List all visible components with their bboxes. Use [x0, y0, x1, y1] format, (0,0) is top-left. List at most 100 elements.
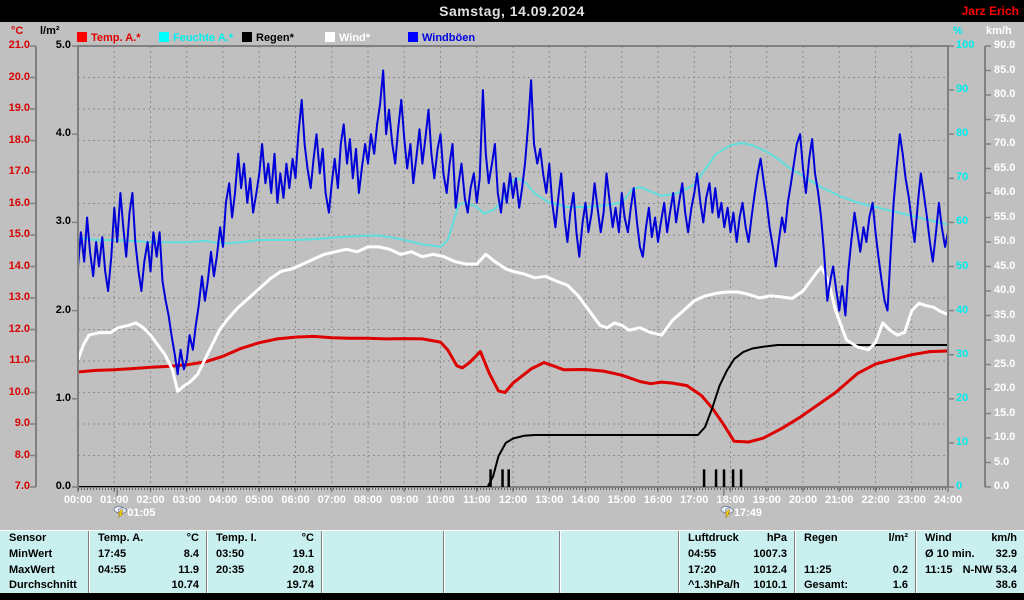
event-marker: 17:49 [720, 505, 762, 521]
y-tick-humidity: 20 [956, 391, 969, 404]
table-row: 19.74 [207, 578, 321, 594]
table-row [560, 578, 678, 594]
table-cell-value: 38.6 [995, 579, 1017, 592]
table-row: Durchschnitt [0, 578, 88, 594]
x-tick-hour: 03:00 [172, 494, 201, 506]
table-row-label: MinWert [9, 547, 53, 560]
legend-label: Wind* [339, 32, 371, 44]
table-cell-time: 04:55 [98, 563, 127, 576]
table-cell-value: 1.6 [892, 579, 908, 592]
table-row: 20:35 20.8 [207, 563, 321, 579]
x-tick-hour: 07:00 [317, 494, 346, 506]
table-row: 17:45 8.4 [89, 547, 206, 563]
table-row [322, 531, 443, 547]
table-cell-time: 03:50 [216, 547, 245, 560]
title-bar: Samstag, 14.09.2024 Jarz Erich [0, 0, 1024, 22]
table-row: 04:55 11.9 [89, 563, 206, 579]
y-tick-humidity: 100 [956, 39, 975, 51]
rain-rate-bar [714, 469, 718, 487]
y-tick-temp: 13.0 [8, 291, 30, 303]
x-tick-hour: 20:00 [788, 494, 818, 506]
y-tick-humidity: 60 [956, 215, 969, 228]
table-sensor-name: Temp. A. [98, 532, 144, 544]
x-tick-hour: 09:00 [390, 494, 419, 506]
table-cell-time: 17:45 [98, 547, 127, 560]
page-title: Samstag, 14.09.2024 [439, 3, 585, 19]
x-tick-hour: 16:00 [643, 494, 673, 506]
x-tick-hour: 08:00 [353, 494, 383, 506]
table-cell-value: 32.9 [995, 547, 1017, 560]
table-sensor-column: Regen l/m² 11:25 0.2 Gesamt: 1.6 [794, 531, 915, 594]
series-feuchte-a- [79, 142, 947, 248]
statistics-table: Sensor MinWert MaxWert Durchschnitt Temp. A.… [0, 530, 1024, 594]
x-tick-hour: 04:00 [208, 494, 238, 506]
event-marker: 01:05 [113, 505, 155, 521]
legend-swatch [159, 32, 169, 42]
x-tick-hour: 14:00 [571, 494, 600, 506]
legend-label: Temp. A.* [91, 32, 141, 44]
legend-swatch [77, 32, 87, 42]
table-cell-time: 11:15 [925, 563, 953, 576]
y-tick-wind: 25.0 [994, 357, 1016, 370]
table-sensor-name: Wind [925, 532, 952, 544]
table-cell-value: 11.9 [178, 563, 199, 576]
x-tick-hour: 21:00 [825, 494, 854, 506]
x-tick-hour: 02:00 [136, 494, 165, 506]
y-tick-wind: 15.0 [994, 406, 1016, 419]
table-row: Gesamt: 1.6 [795, 578, 915, 594]
y-tick-humidity: 80 [956, 127, 969, 140]
y-tick-humidity: 10 [956, 435, 969, 448]
table-sensor-unit: °C [186, 532, 199, 544]
table-sensor-column [321, 531, 443, 594]
y-tick-temp: 7.0 [14, 480, 30, 492]
y-tick-rain: 5.0 [55, 39, 71, 51]
y-tick-humidity: 50 [956, 259, 969, 272]
table-sensor-name: Luftdruck [688, 532, 739, 544]
table-cell-value: N-NW 53.4 [962, 563, 1017, 576]
legend-label: Windböen [422, 32, 476, 44]
legend-swatch [325, 32, 335, 42]
rain-rate-bar [731, 469, 735, 487]
y-tick-temp: 10.0 [8, 385, 30, 398]
table-row: ^1.3hPa/h 1010.1 [679, 578, 794, 594]
table-row: MaxWert [0, 563, 88, 579]
y-tick-rain: 2.0 [55, 303, 71, 316]
y-tick-humidity: 70 [956, 171, 969, 184]
table-row: MinWert [0, 547, 88, 563]
table-row: 10.74 [89, 578, 206, 594]
table-sensor-name: Regen [804, 532, 838, 544]
rain-rate-bar [501, 469, 504, 487]
series-temp-a- [79, 334, 947, 444]
table-cell-value: 20.8 [292, 563, 314, 576]
y-tick-temp: 8.0 [14, 448, 30, 461]
y-tick-wind: 10.0 [994, 431, 1016, 443]
table-cell-time: Ø 10 min. [925, 547, 975, 560]
y-tick-temp: 9.0 [14, 417, 30, 429]
table-row [444, 578, 559, 594]
table-row [322, 547, 443, 563]
table-row: Temp. I. °C [207, 531, 321, 547]
y-tick-temp: 14.0 [8, 259, 30, 272]
y-tick-humidity: 0 [956, 480, 963, 492]
y-tick-temp: 17.0 [8, 165, 30, 177]
table-sensor-column: Luftdruck hPa 04:55 1007.3 17:20 1012.4 ^1.3hP… [678, 531, 794, 594]
x-tick-hour: 10:00 [426, 494, 455, 506]
table-cell-time: 11:25 [804, 563, 832, 576]
y-tick-wind: 35.0 [994, 308, 1016, 321]
table-sensor-unit: l/m² [888, 532, 908, 544]
table-row [444, 547, 559, 563]
rain-rate-bar [489, 469, 492, 487]
table-row: Regen l/m² [795, 531, 915, 547]
table-row: 04:55 1007.3 [679, 547, 794, 563]
humidity-axis-header: % [953, 25, 963, 37]
x-tick-hour: 00:00 [63, 494, 93, 506]
x-tick-hour: 01:00 [100, 494, 129, 506]
y-tick-humidity: 30 [956, 347, 969, 360]
table-sensor-column: Temp. A. °C 17:45 8.4 04:55 11.9 10.74 [88, 531, 206, 594]
legend-item-feuchtea: Feuchte A.* [159, 32, 233, 44]
table-row [560, 547, 678, 563]
table-cell-value: 19.74 [286, 579, 314, 592]
y-tick-wind: 40.0 [994, 284, 1016, 296]
